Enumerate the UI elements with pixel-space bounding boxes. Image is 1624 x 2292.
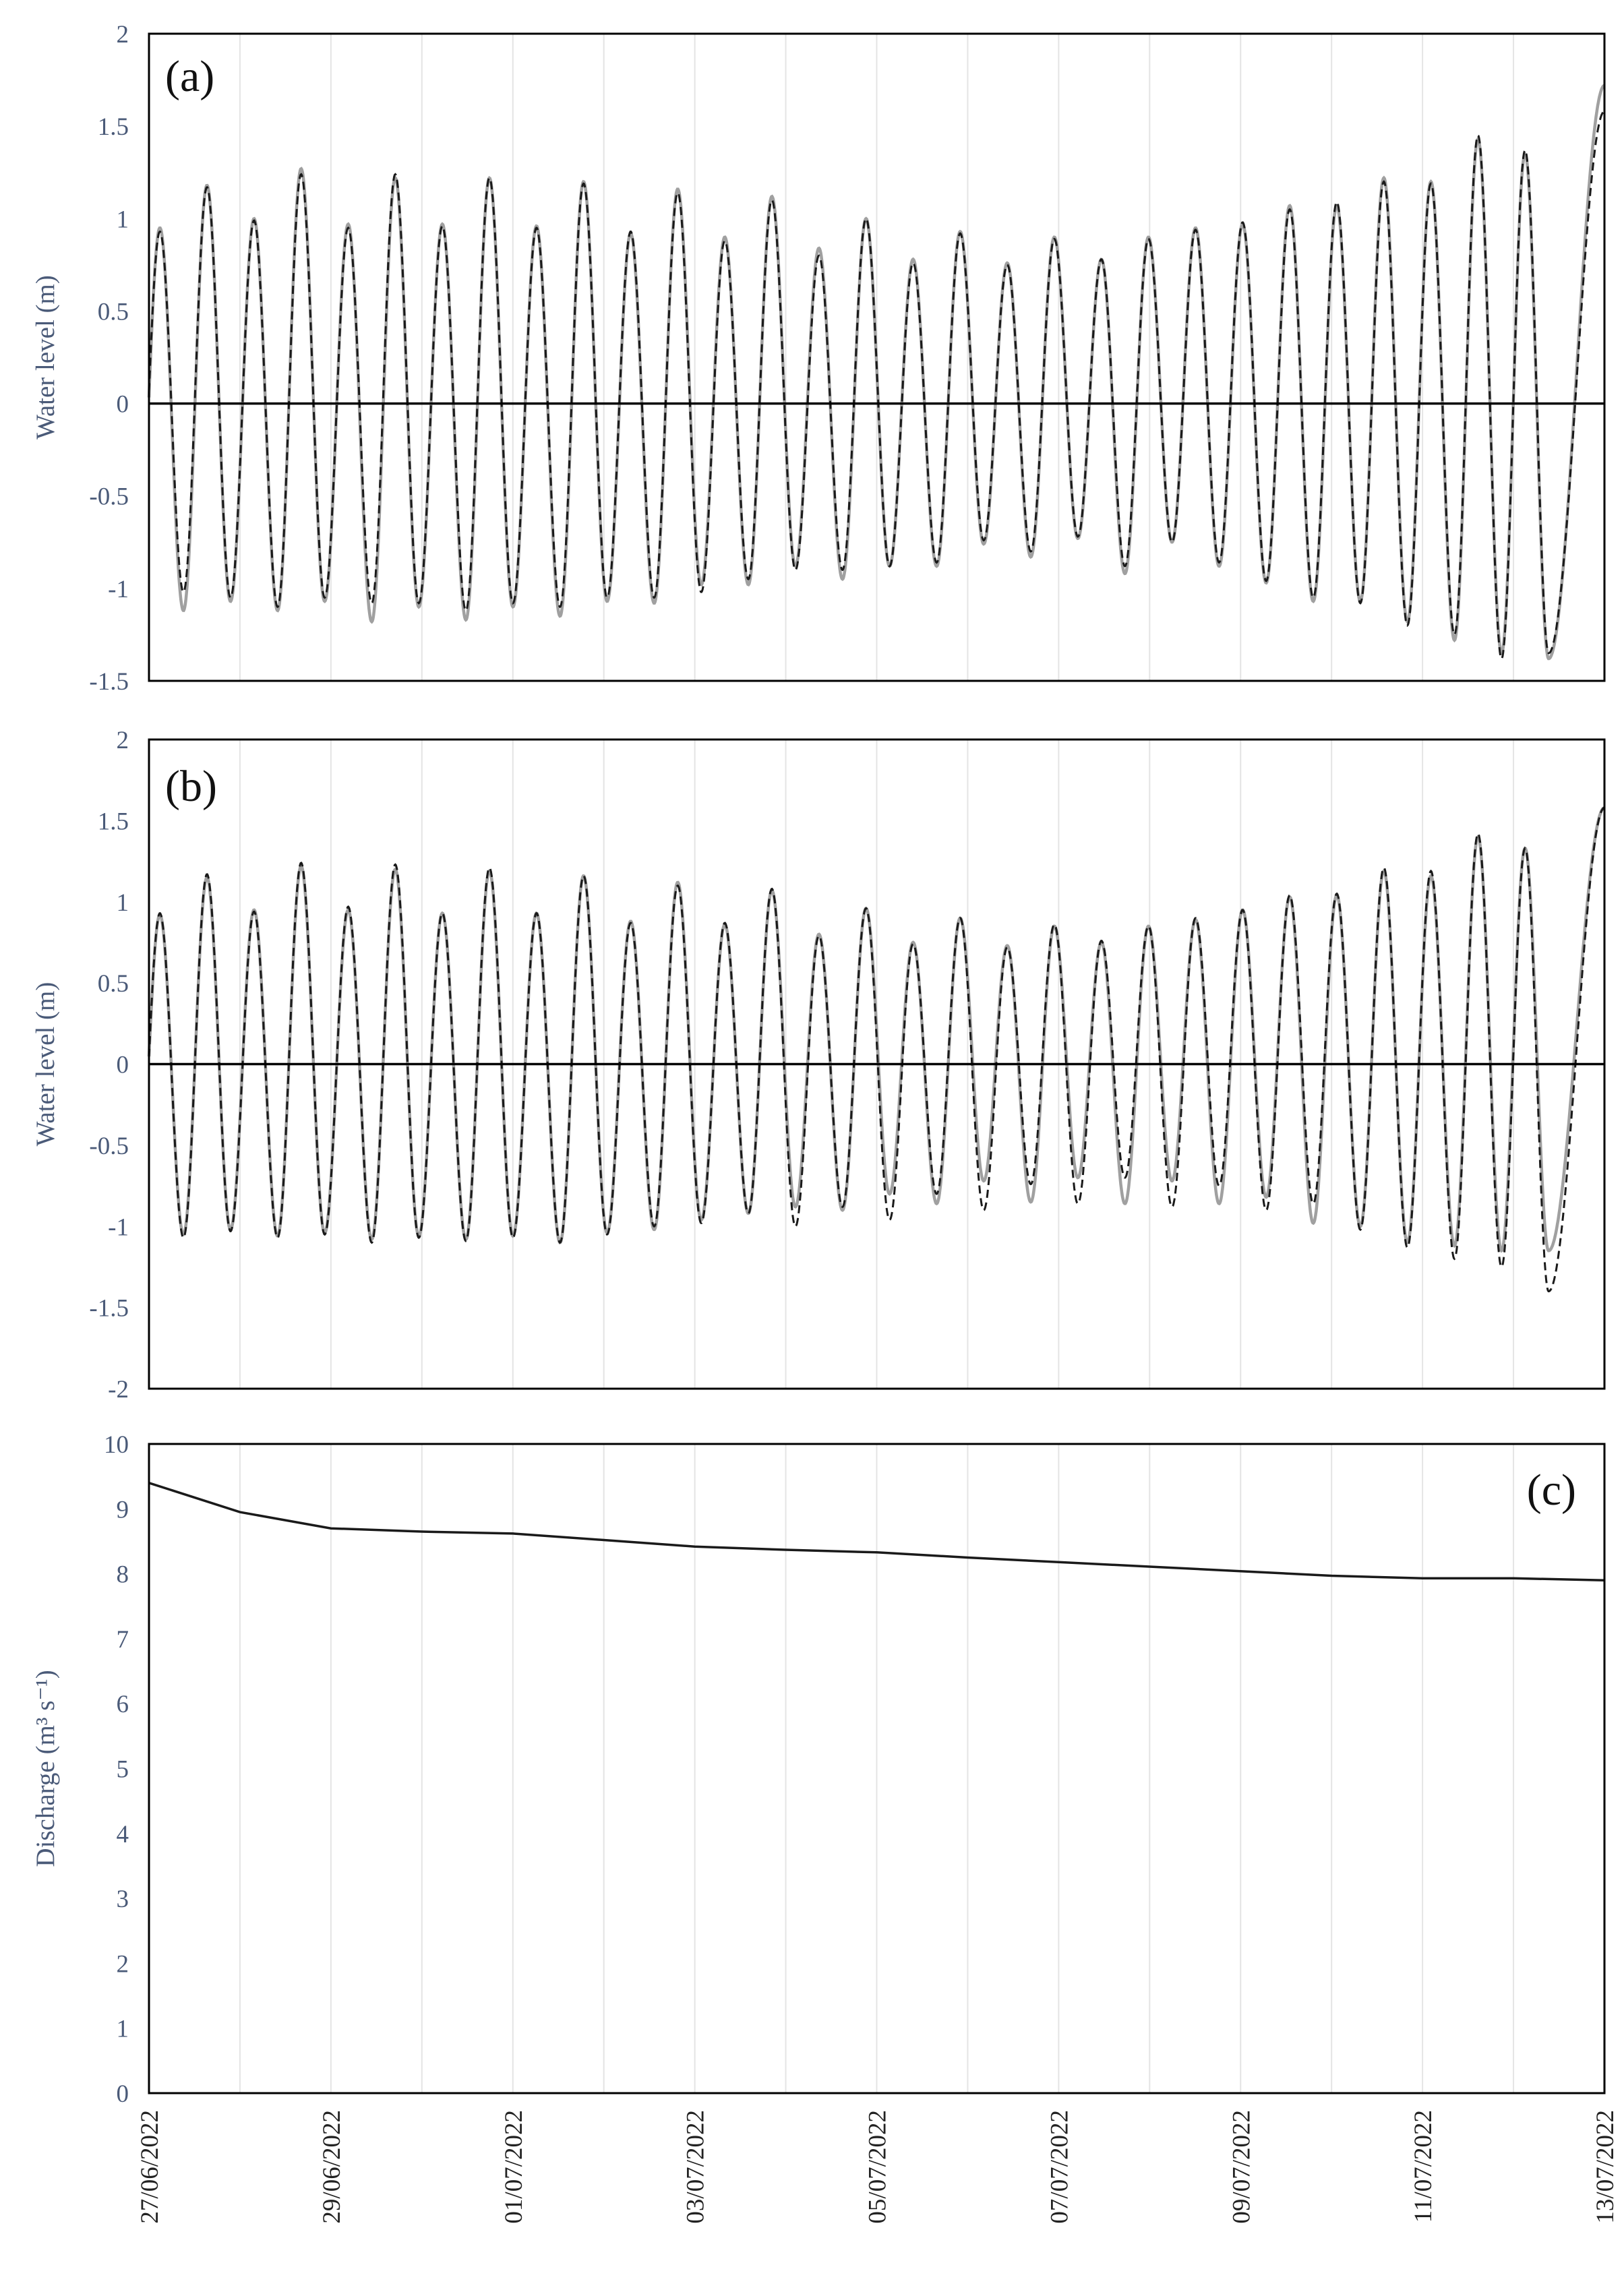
- panel-b-frame: [148, 738, 1606, 1390]
- y-tick-label: 0.5: [98, 970, 129, 998]
- x-tick-label: 29/06/2022: [318, 2110, 346, 2224]
- y-tick-label: 6: [117, 1691, 129, 1718]
- y-tick-label: 1.5: [98, 113, 129, 141]
- x-axis-tick-labels: 27/06/2022 29/06/2022 01/07/2022 03/07/2022…: [136, 2110, 1619, 2224]
- panel-c-y-axis-label: Discharge (m³ s⁻¹): [31, 1670, 60, 1867]
- panel-a-y-axis-label: Water level (m): [31, 275, 60, 440]
- panel-b-y-axis-label: Water level (m): [31, 982, 60, 1147]
- y-tick-label: 3: [117, 1886, 129, 1913]
- y-tick-label: -2: [108, 1376, 129, 1404]
- panel-a-frame: [148, 32, 1606, 682]
- y-tick-label: 0: [117, 1052, 129, 1079]
- y-tick-label: -0.5: [89, 1133, 129, 1160]
- x-tick-label: 11/07/2022: [1410, 2110, 1437, 2223]
- panel-a-label: (a): [165, 52, 214, 101]
- x-tick-label: 01/07/2022: [500, 2110, 528, 2224]
- y-tick-label: 7: [117, 1626, 129, 1654]
- y-tick-label: 5: [117, 1756, 129, 1784]
- y-tick-label: 4: [117, 1821, 129, 1848]
- y-tick-label: -1.5: [89, 668, 129, 696]
- y-tick-label: 1: [117, 206, 129, 233]
- y-tick-label: -1: [108, 576, 129, 603]
- discharge-line: [148, 1482, 1605, 1581]
- y-tick-label: 0.5: [98, 298, 129, 326]
- x-tick-label: 07/07/2022: [1046, 2110, 1073, 2224]
- y-tick-label: 9: [117, 1496, 129, 1524]
- panel-b-label: (b): [165, 762, 217, 811]
- y-tick-label: -1: [108, 1213, 129, 1241]
- dashed-water-level-line: [148, 806, 1605, 1292]
- y-tick-label: 1: [117, 2016, 129, 2043]
- y-tick-label: 8: [117, 1561, 129, 1589]
- panel-a-series: [147, 84, 1605, 661]
- y-tick-label: 1: [117, 889, 129, 917]
- x-tick-label: 03/07/2022: [682, 2110, 710, 2224]
- panel-c-series: [148, 1482, 1605, 1581]
- panel-b-y-ticks: 2 1.5 1 0.5 0 -0.5 -1 -1.5 -2: [89, 727, 129, 1404]
- panel-c-label: (c): [1527, 1466, 1576, 1515]
- y-tick-label: 0: [117, 2080, 129, 2108]
- y-tick-label: 2: [117, 21, 129, 49]
- x-tick-label: 05/07/2022: [864, 2110, 892, 2224]
- panel-a: 2 1.5 1 0.5 0 -0.5 -1 -1.5 Water level (m) (a): [31, 21, 1606, 696]
- y-tick-label: 0: [117, 391, 129, 419]
- x-tick-label: 13/07/2022: [1592, 2110, 1619, 2224]
- y-tick-label: -0.5: [89, 483, 129, 511]
- x-tick-label: 09/07/2022: [1228, 2110, 1255, 2224]
- y-tick-label: 10: [104, 1431, 129, 1459]
- panel-c-frame: [148, 1443, 1606, 2094]
- panel-b-series: [147, 806, 1605, 1292]
- y-tick-label: 2: [117, 1950, 129, 1978]
- x-tick-label: 27/06/2022: [136, 2110, 164, 2224]
- y-tick-label: -1.5: [89, 1295, 129, 1323]
- y-tick-label: 2: [117, 727, 129, 754]
- panel-b: 2 1.5 1 0.5 0 -0.5 -1 -1.5 -2 Water level (m) (b…: [31, 727, 1606, 1404]
- y-tick-label: 1.5: [98, 808, 129, 835]
- dashed-water-level-line: [148, 110, 1605, 661]
- panel-a-y-ticks: 2 1.5 1 0.5 0 -0.5 -1 -1.5: [89, 21, 129, 696]
